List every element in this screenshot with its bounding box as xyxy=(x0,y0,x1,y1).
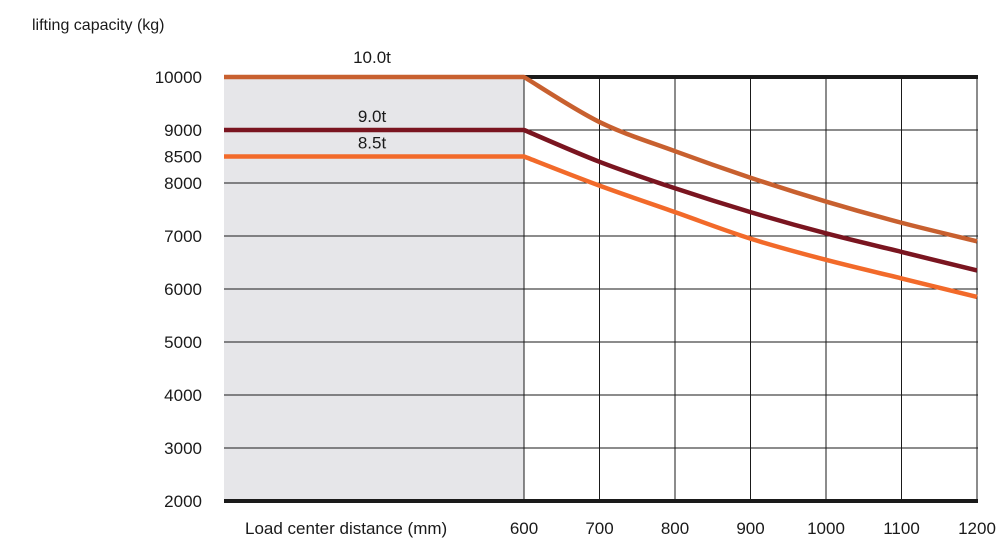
y-tick-label-7000: 7000 xyxy=(164,227,202,246)
y-tick-label-9000: 9000 xyxy=(164,121,202,140)
x-tick-label-900: 900 xyxy=(736,519,764,538)
y-tick-label-2000: 2000 xyxy=(164,492,202,511)
series-label-9.0t: 9.0t xyxy=(358,107,387,126)
series-label-8.5t: 8.5t xyxy=(358,134,387,153)
series-labels: 10.0t 9.0t 8.5t xyxy=(353,48,391,153)
y-tick-label-8500: 8500 xyxy=(164,148,202,167)
x-tick-label-700: 700 xyxy=(585,519,613,538)
y-tick-labels: 2000 3000 4000 5000 6000 7000 8000 8500 9000 1000… xyxy=(155,68,202,511)
x-tick-label-800: 800 xyxy=(661,519,689,538)
series-line-8.5t xyxy=(224,154,978,300)
x-tick-label-1200: 1200 xyxy=(958,519,996,538)
y-axis-title: lifting capacity (kg) xyxy=(32,17,165,34)
series-lines xyxy=(224,74,978,300)
series-line-9.0t xyxy=(224,127,978,273)
vertical-gridlines xyxy=(523,77,978,501)
y-tick-label-6000: 6000 xyxy=(164,280,202,299)
y-tick-label-4000: 4000 xyxy=(164,386,202,405)
x-tick-label-1000: 1000 xyxy=(807,519,845,538)
x-tick-label-1100: 1100 xyxy=(883,519,920,538)
x-axis-title: Load center distance (mm) xyxy=(245,519,447,538)
x-tick-labels: 600 700 800 900 1000 1100 1200 xyxy=(510,519,996,538)
y-tick-label-10000: 10000 xyxy=(155,68,202,87)
y-tick-label-3000: 3000 xyxy=(164,439,202,458)
y-tick-label-8000: 8000 xyxy=(164,174,202,193)
series-label-10.0t: 10.0t xyxy=(353,48,391,67)
x-tick-label-600: 600 xyxy=(510,519,538,538)
y-tick-label-5000: 5000 xyxy=(164,333,202,352)
series-line-10.0t xyxy=(224,74,978,244)
